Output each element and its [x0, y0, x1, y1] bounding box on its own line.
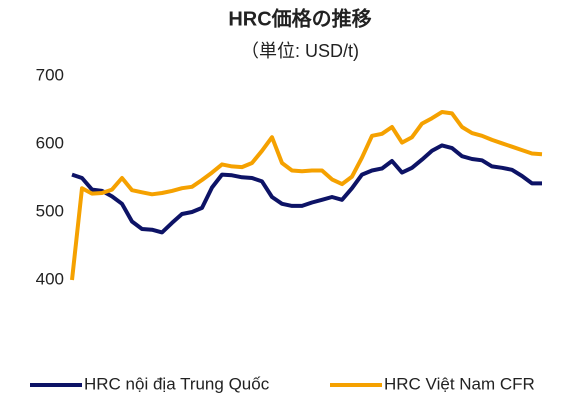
y-tick-label: 500 [36, 201, 64, 220]
legend-label: HRC Việt Nam CFR [384, 374, 535, 393]
y-tick-label: 400 [36, 269, 64, 288]
y-tick-label: 600 [36, 133, 64, 152]
y-tick-label: 700 [36, 65, 64, 84]
legend-label: HRC nội địa Trung Quốc [84, 374, 270, 393]
chart-title: HRC価格の推移 [228, 6, 371, 30]
series-line [71, 143, 542, 235]
series-line [70, 110, 543, 281]
chart-subtitle: （単位: USD/t) [241, 41, 359, 61]
